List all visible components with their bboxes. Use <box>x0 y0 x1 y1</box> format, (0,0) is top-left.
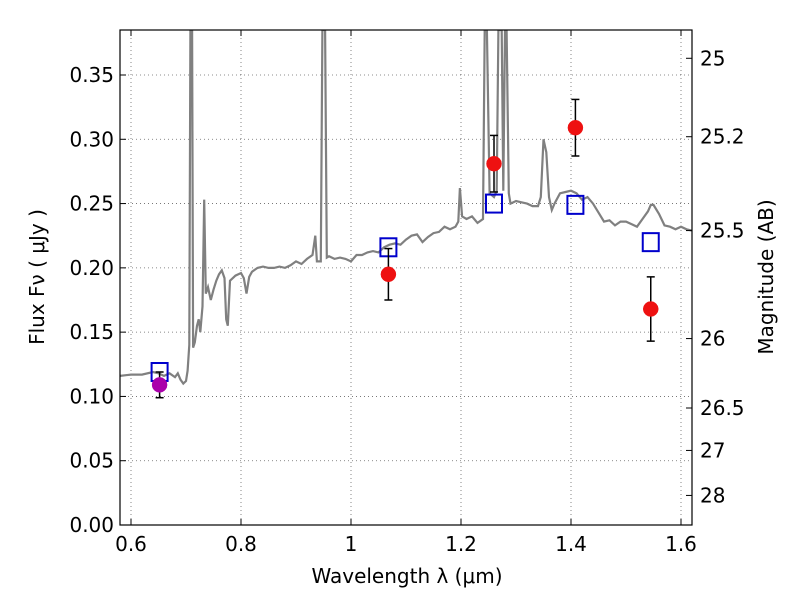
y2-tick-label: 25.2 <box>700 125 745 149</box>
y-axis-label: Flux Fν ( μJy ) <box>25 209 49 345</box>
model-photometry-square <box>485 193 503 214</box>
y-tick-label: 0.35 <box>69 63 114 87</box>
y-tick-label: 0.25 <box>69 192 114 216</box>
y2-tick-label: 25.5 <box>700 219 745 243</box>
y2-tick-label: 26 <box>700 327 725 351</box>
observed-flux-point <box>643 301 659 317</box>
series-layer <box>120 30 692 399</box>
y-tick-label: 0.30 <box>69 127 114 151</box>
spectrum-line <box>120 30 692 386</box>
x-tick-label: 0.6 <box>115 532 147 556</box>
observed-flux-alt-point <box>151 377 168 393</box>
x-axis-label: Wavelength λ (μm) <box>311 564 502 588</box>
x-tick-label: 0.8 <box>225 532 257 556</box>
plot-frame <box>119 29 693 526</box>
y-tick-label: 0.20 <box>69 256 114 280</box>
observed-flux-point <box>380 266 397 283</box>
y2-tick-label: 25 <box>700 46 725 70</box>
y-tick-label: 0.05 <box>69 449 114 473</box>
observed-flux-point <box>567 119 584 136</box>
y2-tick-label: 28 <box>700 483 725 507</box>
x-tick-label: 1.2 <box>445 532 477 556</box>
y2-axis-label: Magnitude (AB) <box>754 199 778 354</box>
grid-layer <box>120 30 692 525</box>
model-photometry-square <box>566 194 585 215</box>
y2-tick-label: 26.5 <box>700 396 745 420</box>
y2-tick-label: 27 <box>700 438 725 462</box>
x-tick-label: 1 <box>345 532 358 556</box>
y-tick-label: 0.00 <box>69 513 114 537</box>
model-photometry-square <box>641 232 660 253</box>
axes-layer: 0.6 0.8 1 1.2 1.4 1.6 0.00 0.05 0.10 0.15 0.20 0.25… <box>69 29 745 556</box>
x-tick-label: 1.4 <box>555 532 587 556</box>
x-tick-label: 1.6 <box>665 532 697 556</box>
y-tick-label: 0.15 <box>69 320 114 344</box>
observed-flux-point <box>486 155 502 172</box>
y-tick-label: 0.10 <box>69 384 114 408</box>
